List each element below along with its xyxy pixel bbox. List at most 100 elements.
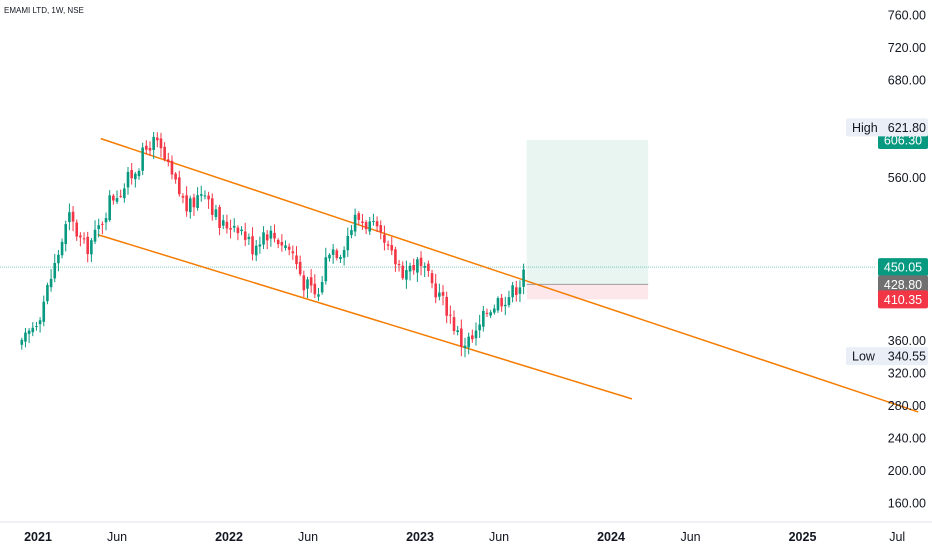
candle[interactable] [401,261,405,281]
candle[interactable] [108,190,111,222]
candle[interactable] [478,314,481,338]
candle[interactable] [20,337,24,350]
candle[interactable] [64,220,68,252]
candle[interactable] [97,218,101,238]
candle[interactable] [342,246,346,266]
candle[interactable] [123,183,126,203]
candle[interactable] [115,190,119,205]
candle[interactable] [119,189,122,198]
candle[interactable] [317,287,320,301]
candle[interactable] [467,332,470,355]
candle[interactable] [57,249,60,272]
candle[interactable] [328,253,331,262]
candle[interactable] [214,204,218,221]
candle[interactable] [474,322,478,346]
candle[interactable] [218,204,221,236]
candle[interactable] [346,227,350,257]
candle[interactable] [350,225,353,239]
candle[interactable] [441,285,445,306]
candle[interactable] [265,230,269,250]
candle[interactable] [405,260,408,289]
candle[interactable] [232,218,236,233]
candle[interactable] [503,296,507,316]
candle[interactable] [148,141,152,156]
candle[interactable] [82,232,86,244]
candle[interactable] [145,140,148,155]
candle[interactable] [104,212,108,231]
candle[interactable] [112,193,115,205]
candle[interactable] [335,248,339,261]
candle[interactable] [514,280,518,302]
candle[interactable] [273,224,276,243]
candle[interactable] [324,247,328,285]
candle[interactable] [185,186,188,217]
candle[interactable] [196,187,199,211]
candle[interactable] [379,220,383,240]
candle[interactable] [430,269,434,289]
candle[interactable] [177,170,181,197]
candle[interactable] [423,262,427,278]
candle[interactable] [75,219,79,241]
candle[interactable] [434,273,437,304]
candle[interactable] [236,225,240,241]
candle[interactable] [53,254,57,283]
candle[interactable] [302,270,306,297]
candle[interactable] [427,260,430,277]
candle[interactable] [229,219,232,239]
candle[interactable] [511,281,514,303]
candle[interactable] [60,238,64,259]
candle[interactable] [489,309,492,319]
candle[interactable] [225,214,229,234]
candle[interactable] [79,232,82,247]
candle[interactable] [408,262,412,281]
candle[interactable] [313,274,317,299]
candle[interactable] [412,258,416,275]
candle[interactable] [295,246,298,270]
candle[interactable] [276,238,280,249]
candle[interactable] [383,225,386,251]
candle[interactable] [137,168,141,180]
candle[interactable] [126,167,130,195]
candle[interactable] [35,321,38,331]
candle[interactable] [247,233,251,246]
candle[interactable] [27,328,31,344]
candle[interactable] [357,211,361,226]
candle[interactable] [207,191,210,209]
candle[interactable] [280,234,284,252]
candle[interactable] [192,193,196,216]
candle[interactable] [438,283,441,301]
candle[interactable] [251,227,254,261]
lower-trendline[interactable] [97,233,633,400]
candle[interactable] [86,231,90,263]
candle[interactable] [482,305,485,332]
loss-zone[interactable] [526,284,649,300]
candle[interactable] [339,254,342,263]
candle[interactable] [130,162,133,185]
candle[interactable] [284,240,287,251]
profit-zone[interactable] [526,140,649,285]
candle[interactable] [522,263,525,295]
candle[interactable] [449,305,452,324]
candle[interactable] [163,142,166,162]
candle[interactable] [24,327,27,348]
candle[interactable] [210,193,214,221]
candle[interactable] [46,282,49,305]
candle[interactable] [71,206,75,232]
candle[interactable] [101,221,104,235]
candle[interactable] [287,243,291,256]
candle[interactable] [386,240,390,251]
candle[interactable] [456,325,459,336]
candle[interactable] [68,203,71,231]
candle[interactable] [463,337,467,358]
candle[interactable] [445,291,448,324]
candle[interactable] [372,213,375,226]
candle[interactable] [309,269,313,293]
candle[interactable] [375,216,379,232]
candle[interactable] [394,246,397,272]
candle[interactable] [496,296,500,313]
candle[interactable] [419,251,423,276]
candle[interactable] [460,319,463,357]
candle[interactable] [199,185,203,202]
candle[interactable] [156,132,159,148]
